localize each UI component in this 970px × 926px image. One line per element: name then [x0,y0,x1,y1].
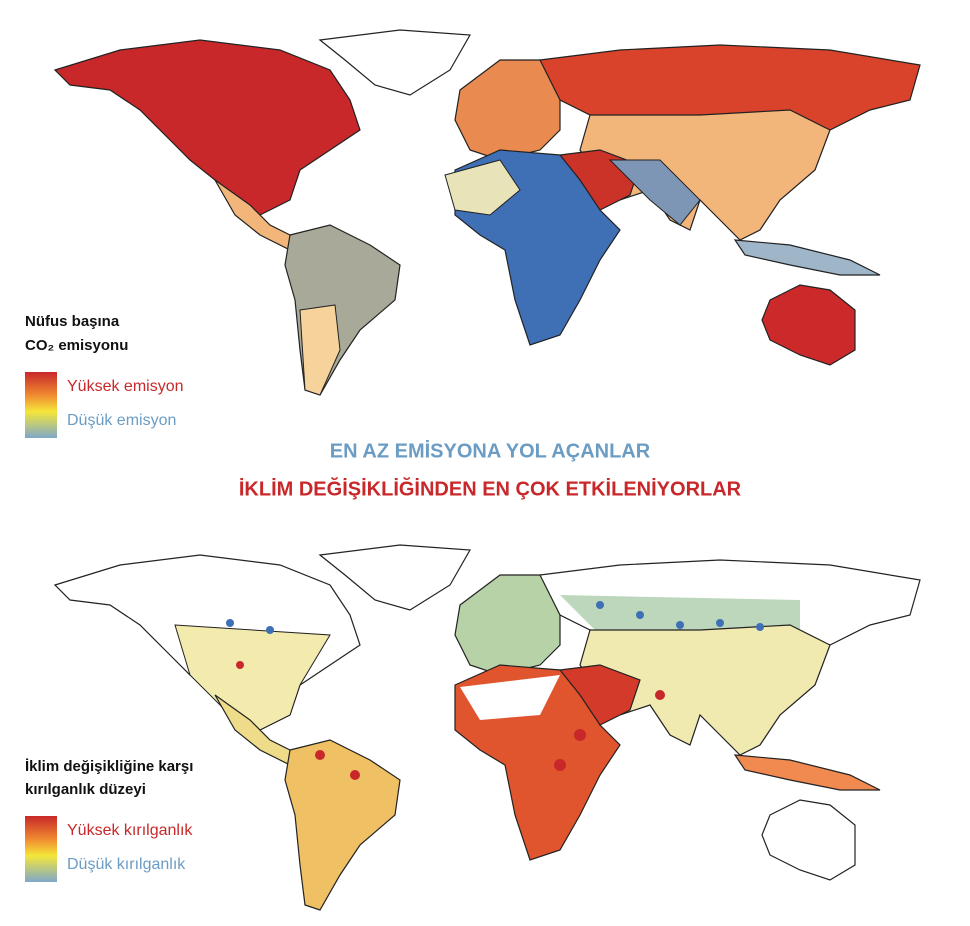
region [734,754,881,791]
emission-map [54,29,921,396]
headline: İKLİM DEĞİŞİKLİĞİNDEN EN ÇOK ETKİLENİYOR… [239,476,742,500]
dots [236,661,665,780]
region [454,574,561,676]
legend-scale [25,372,57,438]
legend-high: Yüksek emisyon [67,378,184,395]
region [761,284,856,366]
legend-title: İklim değişikliğine karşı [25,758,193,775]
region [284,739,401,911]
legend-scale [25,816,57,882]
region [319,29,471,96]
region [761,799,856,881]
dots [226,601,764,634]
region [608,159,701,226]
legend-high: Yüksek kırılganlık [67,822,193,839]
region [174,624,331,731]
legend-title: Nüfus başına [25,313,120,330]
headline: EN AZ EMİSYONA YOL AÇANLAR [330,439,651,462]
region [734,239,881,276]
region [454,59,561,161]
vulnerability-map [54,544,921,911]
legend-low: Düşük emisyon [67,412,176,429]
legend-title: CO₂ emisyonu [25,337,128,354]
region [460,675,560,720]
region [299,304,341,396]
region [444,159,521,216]
region [54,39,361,216]
legend-low: Düşük kırılganlık [67,856,186,873]
region [319,544,471,611]
legend-title: kırılganlık düzeyi [25,781,146,798]
